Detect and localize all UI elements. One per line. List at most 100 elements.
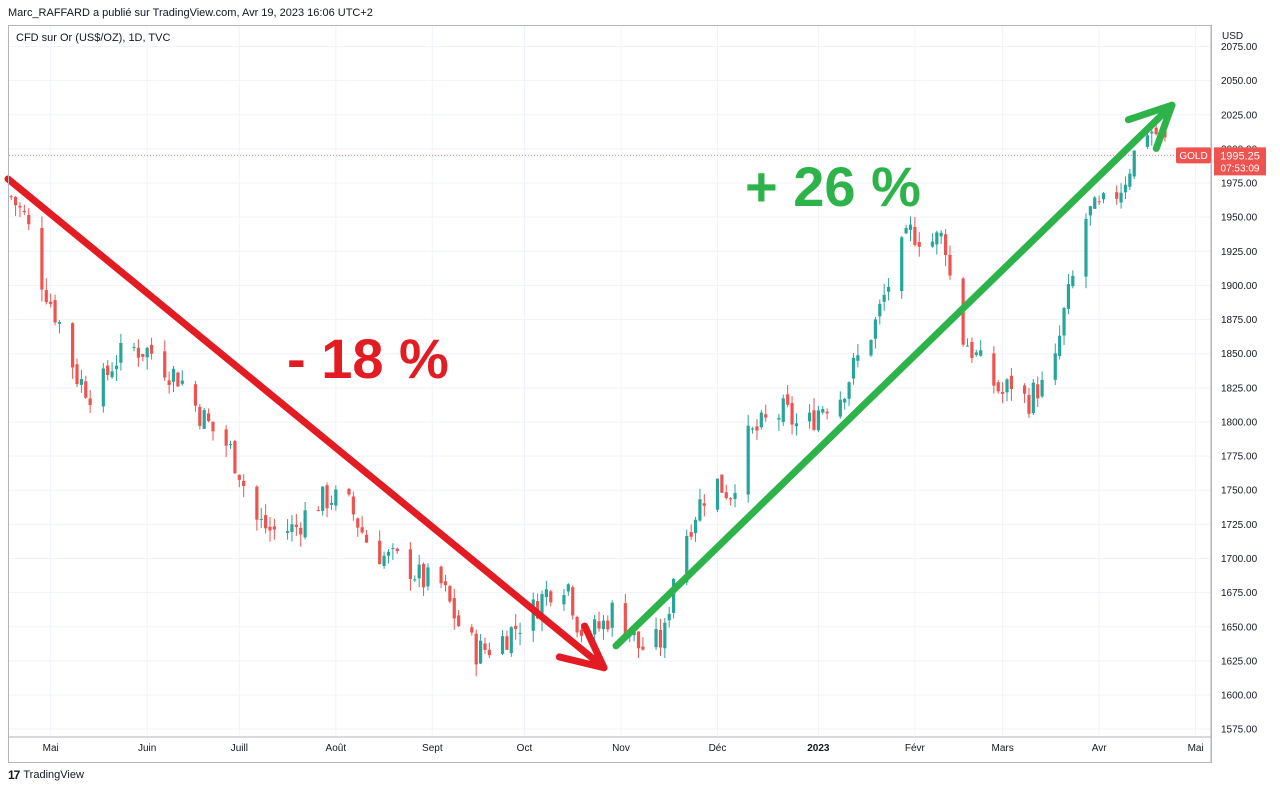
candle-body <box>917 242 921 247</box>
candle-body <box>689 532 693 537</box>
candle-body <box>106 365 110 376</box>
candle-body <box>1040 379 1044 397</box>
candle-body <box>426 567 430 587</box>
candle-body <box>500 636 505 654</box>
y-tick-label: 1925.00 <box>1221 247 1258 258</box>
candle-body <box>505 636 509 650</box>
candle-body <box>136 347 141 358</box>
chart-frame <box>8 25 1212 763</box>
candle-body <box>421 563 426 588</box>
up-arrow <box>612 101 1176 650</box>
candle-body <box>847 382 851 399</box>
candle-body <box>268 526 272 531</box>
candle-body <box>733 492 737 499</box>
x-tick-label: Févr <box>905 743 926 754</box>
candle-body <box>452 598 456 619</box>
candle-body <box>606 620 610 630</box>
candle-body <box>299 527 303 535</box>
candle-body <box>654 629 658 648</box>
candle-body <box>544 589 548 598</box>
candle-body <box>1119 192 1123 203</box>
y-tick-label: 1800.00 <box>1221 417 1258 428</box>
candle-body <box>75 364 79 385</box>
candle-body <box>575 616 579 633</box>
candle-body <box>939 232 943 237</box>
footer[interactable]: 17 TradingView <box>8 768 84 782</box>
candle-body <box>224 429 228 446</box>
candle-body <box>44 290 48 303</box>
candle-body <box>470 627 474 633</box>
candle-body <box>702 503 706 506</box>
candle-body <box>593 619 597 635</box>
candle-body <box>329 502 334 505</box>
candle-body <box>610 602 614 628</box>
y-tick-label: 1675.00 <box>1221 588 1258 599</box>
candle-body <box>1150 131 1154 134</box>
candle-body <box>549 591 553 603</box>
candle-body <box>145 347 149 358</box>
candle-body <box>1145 135 1149 147</box>
candle-body <box>1031 382 1035 414</box>
candle-body <box>439 566 443 584</box>
candle-body <box>886 286 891 292</box>
candle-body <box>1088 206 1092 216</box>
candle-body <box>202 410 206 429</box>
candle-body <box>443 581 448 586</box>
up-percent-label: + 26 % <box>745 155 921 218</box>
candle-body <box>904 228 908 234</box>
candle-body <box>1053 353 1057 380</box>
candle-body <box>483 643 487 650</box>
currency-label: USD <box>1222 31 1244 42</box>
candle-body <box>1123 184 1128 193</box>
candle-body <box>930 241 935 247</box>
y-tick-label: 1850.00 <box>1221 349 1258 360</box>
candle-body <box>233 440 237 474</box>
candle-body <box>571 587 575 616</box>
publisher-line: Marc_RAFFARD a publié sur TradingView.co… <box>8 7 373 19</box>
candle-body <box>378 540 382 565</box>
candle-body <box>1001 392 1005 394</box>
candle-body <box>382 555 386 566</box>
candle-body <box>597 621 601 629</box>
candle-body <box>750 428 755 430</box>
candle-body <box>540 594 544 620</box>
candle-body <box>259 518 263 520</box>
candle-body <box>193 384 198 406</box>
candle-body <box>878 303 882 317</box>
y-tick-label: 2025.00 <box>1221 110 1258 121</box>
candle-body <box>1084 219 1088 277</box>
y-tick-label: 1600.00 <box>1221 691 1258 702</box>
y-tick-label: 1975.00 <box>1221 179 1258 190</box>
candle-body <box>294 524 298 527</box>
symbol-badge-label: GOLD <box>1179 151 1207 162</box>
candle-body <box>641 646 645 650</box>
x-tick-label: Sept <box>422 743 443 754</box>
candle-body <box>53 300 57 323</box>
candle-body <box>562 595 566 605</box>
candle-body <box>448 586 452 602</box>
candle-body <box>979 350 983 356</box>
candle-body <box>49 301 53 305</box>
down-percent-label: - 18 % <box>287 327 449 390</box>
candle-body <box>27 214 31 225</box>
candle-body <box>110 371 114 378</box>
candle-body <box>729 498 733 500</box>
y-tick-label: 1700.00 <box>1221 554 1258 565</box>
price-badge <box>1214 147 1266 176</box>
candle-body <box>1093 197 1097 209</box>
candle-body <box>211 421 215 432</box>
candle-body <box>900 237 904 292</box>
x-tick-label: Nov <box>612 743 630 754</box>
candle-body <box>9 196 13 198</box>
candle-body <box>882 294 886 302</box>
candle-body <box>1022 385 1027 394</box>
candle-body <box>264 515 268 529</box>
candle-body <box>566 584 570 592</box>
candle-body <box>57 322 62 324</box>
candle-body <box>698 499 702 521</box>
candle-body <box>1009 375 1013 390</box>
candle-body <box>759 412 763 428</box>
candle-body <box>71 323 75 368</box>
candle-body <box>965 345 970 347</box>
